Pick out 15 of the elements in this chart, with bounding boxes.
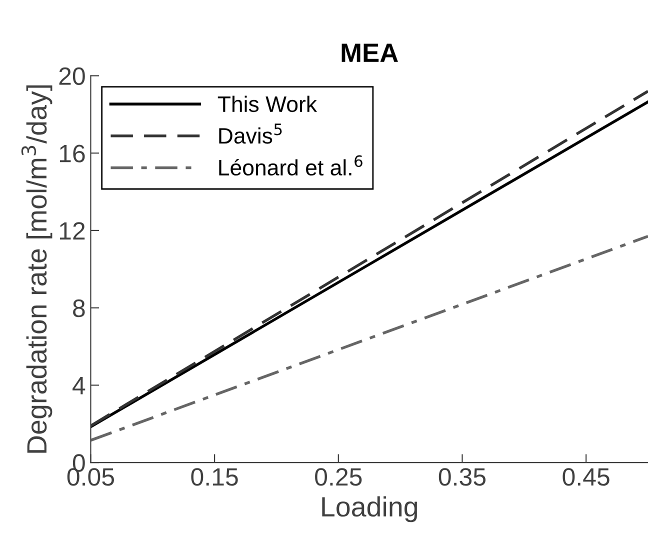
y-tick-label: 4 — [72, 377, 86, 394]
x-tick-label: 0.15 — [191, 468, 238, 486]
y-tick-label: 20 — [59, 67, 85, 86]
x-tick-label: 0.35 — [438, 468, 486, 486]
legend-label: Davis$^{5}$ — [219, 124, 282, 144]
y-tick-label: 12 — [60, 222, 85, 240]
x-axis-title: Loading — [322, 496, 418, 522]
y-axis-title: Degradation rate [mol/m$^{3}$/day] — [21, 85, 52, 453]
y-tick-label: 16 — [60, 144, 85, 162]
legend-label: Léonard et al.$^{6}$ — [219, 155, 362, 176]
chart-title: MEA — [342, 44, 398, 62]
x-tick-label: 0.45 — [562, 468, 610, 486]
legend-label: This Work — [218, 96, 318, 112]
y-tick-label: 8 — [73, 299, 85, 318]
x-tick-label: 0.25 — [315, 468, 362, 486]
